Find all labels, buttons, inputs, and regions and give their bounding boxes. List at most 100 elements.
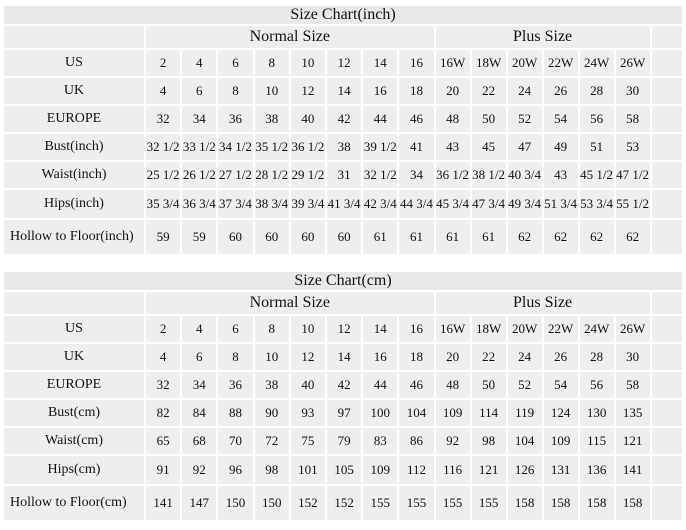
size-cell: 100 [362, 399, 399, 427]
size-cell: 24W [578, 49, 615, 77]
size-cell: 61 [470, 219, 507, 255]
size-cell: 48 [434, 371, 471, 399]
size-cell: 51 [578, 133, 615, 161]
size-cell: 43 [542, 161, 579, 189]
size-cell: 49 [542, 133, 579, 161]
group-header: Plus Size [434, 291, 651, 315]
size-cell: 136 [578, 455, 615, 485]
size-cell: 16 [398, 315, 435, 343]
size-cell: 141 [614, 455, 651, 485]
header-blank [3, 291, 145, 315]
row-label: Hips(cm) [3, 455, 145, 485]
size-cell: 8 [217, 343, 254, 371]
size-cell: 83 [362, 427, 399, 455]
size-cell: 61 [362, 219, 399, 255]
size-cell: 158 [506, 485, 543, 521]
size-cell: 18 [398, 343, 435, 371]
size-cell: 72 [253, 427, 290, 455]
size-cell: 53 3/4 [578, 189, 615, 219]
size-cell: 55 1/2 [614, 189, 651, 219]
size-cell: 98 [253, 455, 290, 485]
size-cell: 119 [506, 399, 543, 427]
size-cell: 32 1/2 [362, 161, 399, 189]
size-cell: 52 [506, 371, 543, 399]
row-label: US [3, 315, 145, 343]
size-cell: 39 3/4 [289, 189, 326, 219]
size-cell: 116 [434, 455, 471, 485]
size-cell: 141 [145, 485, 182, 521]
size-cell: 112 [398, 455, 435, 485]
size-cell: 50 [470, 105, 507, 133]
row-label: Waist(cm) [3, 427, 145, 455]
size-cell: 58 [614, 371, 651, 399]
size-cell: 121 [470, 455, 507, 485]
size-cell: 26 1/2 [181, 161, 218, 189]
size-cell: 34 1/2 [217, 133, 254, 161]
size-cell: 6 [217, 315, 254, 343]
size-cell: 24 [506, 343, 543, 371]
size-cell: 56 [578, 105, 615, 133]
size-cell: 38 [326, 133, 363, 161]
table-title: Size Chart(inch) [3, 5, 683, 25]
blank-cell [650, 161, 683, 189]
size-cell: 44 3/4 [398, 189, 435, 219]
blank-cell [650, 133, 683, 161]
size-cell: 41 3/4 [326, 189, 363, 219]
size-cell: 47 3/4 [470, 189, 507, 219]
size-cell: 60 [289, 219, 326, 255]
size-cell: 33 1/2 [181, 133, 218, 161]
header-blank [3, 25, 145, 49]
size-cell: 147 [181, 485, 218, 521]
size-cell: 32 [145, 105, 182, 133]
size-cell: 62 [506, 219, 543, 255]
size-cell: 155 [398, 485, 435, 521]
size-cell: 152 [326, 485, 363, 521]
size-cell: 60 [217, 219, 254, 255]
size-cell: 45 1/2 [578, 161, 615, 189]
row-label: Hollow to Floor(cm) [3, 485, 145, 521]
size-cell: 60 [253, 219, 290, 255]
size-cell: 42 [326, 371, 363, 399]
size-cell: 39 1/2 [362, 133, 399, 161]
size-cell: 44 [362, 371, 399, 399]
size-cell: 24W [578, 315, 615, 343]
size-cell: 158 [614, 485, 651, 521]
size-cell: 96 [217, 455, 254, 485]
size-cell: 12 [326, 49, 363, 77]
size-cell: 34 [181, 105, 218, 133]
size-cell: 121 [614, 427, 651, 455]
size-cell: 58 [614, 105, 651, 133]
size-cell: 31 [326, 161, 363, 189]
table-title: Size Chart(cm) [3, 271, 683, 291]
size-cell: 16 [362, 343, 399, 371]
size-cell: 75 [289, 427, 326, 455]
size-cell: 53 [614, 133, 651, 161]
size-cell: 97 [326, 399, 363, 427]
size-cell: 6 [181, 343, 218, 371]
size-cell: 10 [253, 77, 290, 105]
size-cell: 41 [398, 133, 435, 161]
size-cell: 82 [145, 399, 182, 427]
size-cell: 61 [398, 219, 435, 255]
size-cell: 28 [578, 77, 615, 105]
size-cell: 40 [289, 105, 326, 133]
size-cell: 26W [614, 315, 651, 343]
size-cell: 56 [578, 371, 615, 399]
size-cell: 93 [289, 399, 326, 427]
size-cell: 29 1/2 [289, 161, 326, 189]
size-cell: 98 [470, 427, 507, 455]
size-cell: 105 [326, 455, 363, 485]
blank-cell [650, 455, 683, 485]
size-cell: 88 [217, 399, 254, 427]
size-cell: 38 [253, 105, 290, 133]
size-cell: 59 [145, 219, 182, 255]
size-cell: 4 [145, 77, 182, 105]
size-cell: 4 [181, 49, 218, 77]
size-cell: 40 3/4 [506, 161, 543, 189]
size-cell: 18W [470, 49, 507, 77]
size-cell: 12 [326, 315, 363, 343]
blank-cell [650, 371, 683, 399]
size-cell: 40 [289, 371, 326, 399]
size-cell: 115 [578, 427, 615, 455]
